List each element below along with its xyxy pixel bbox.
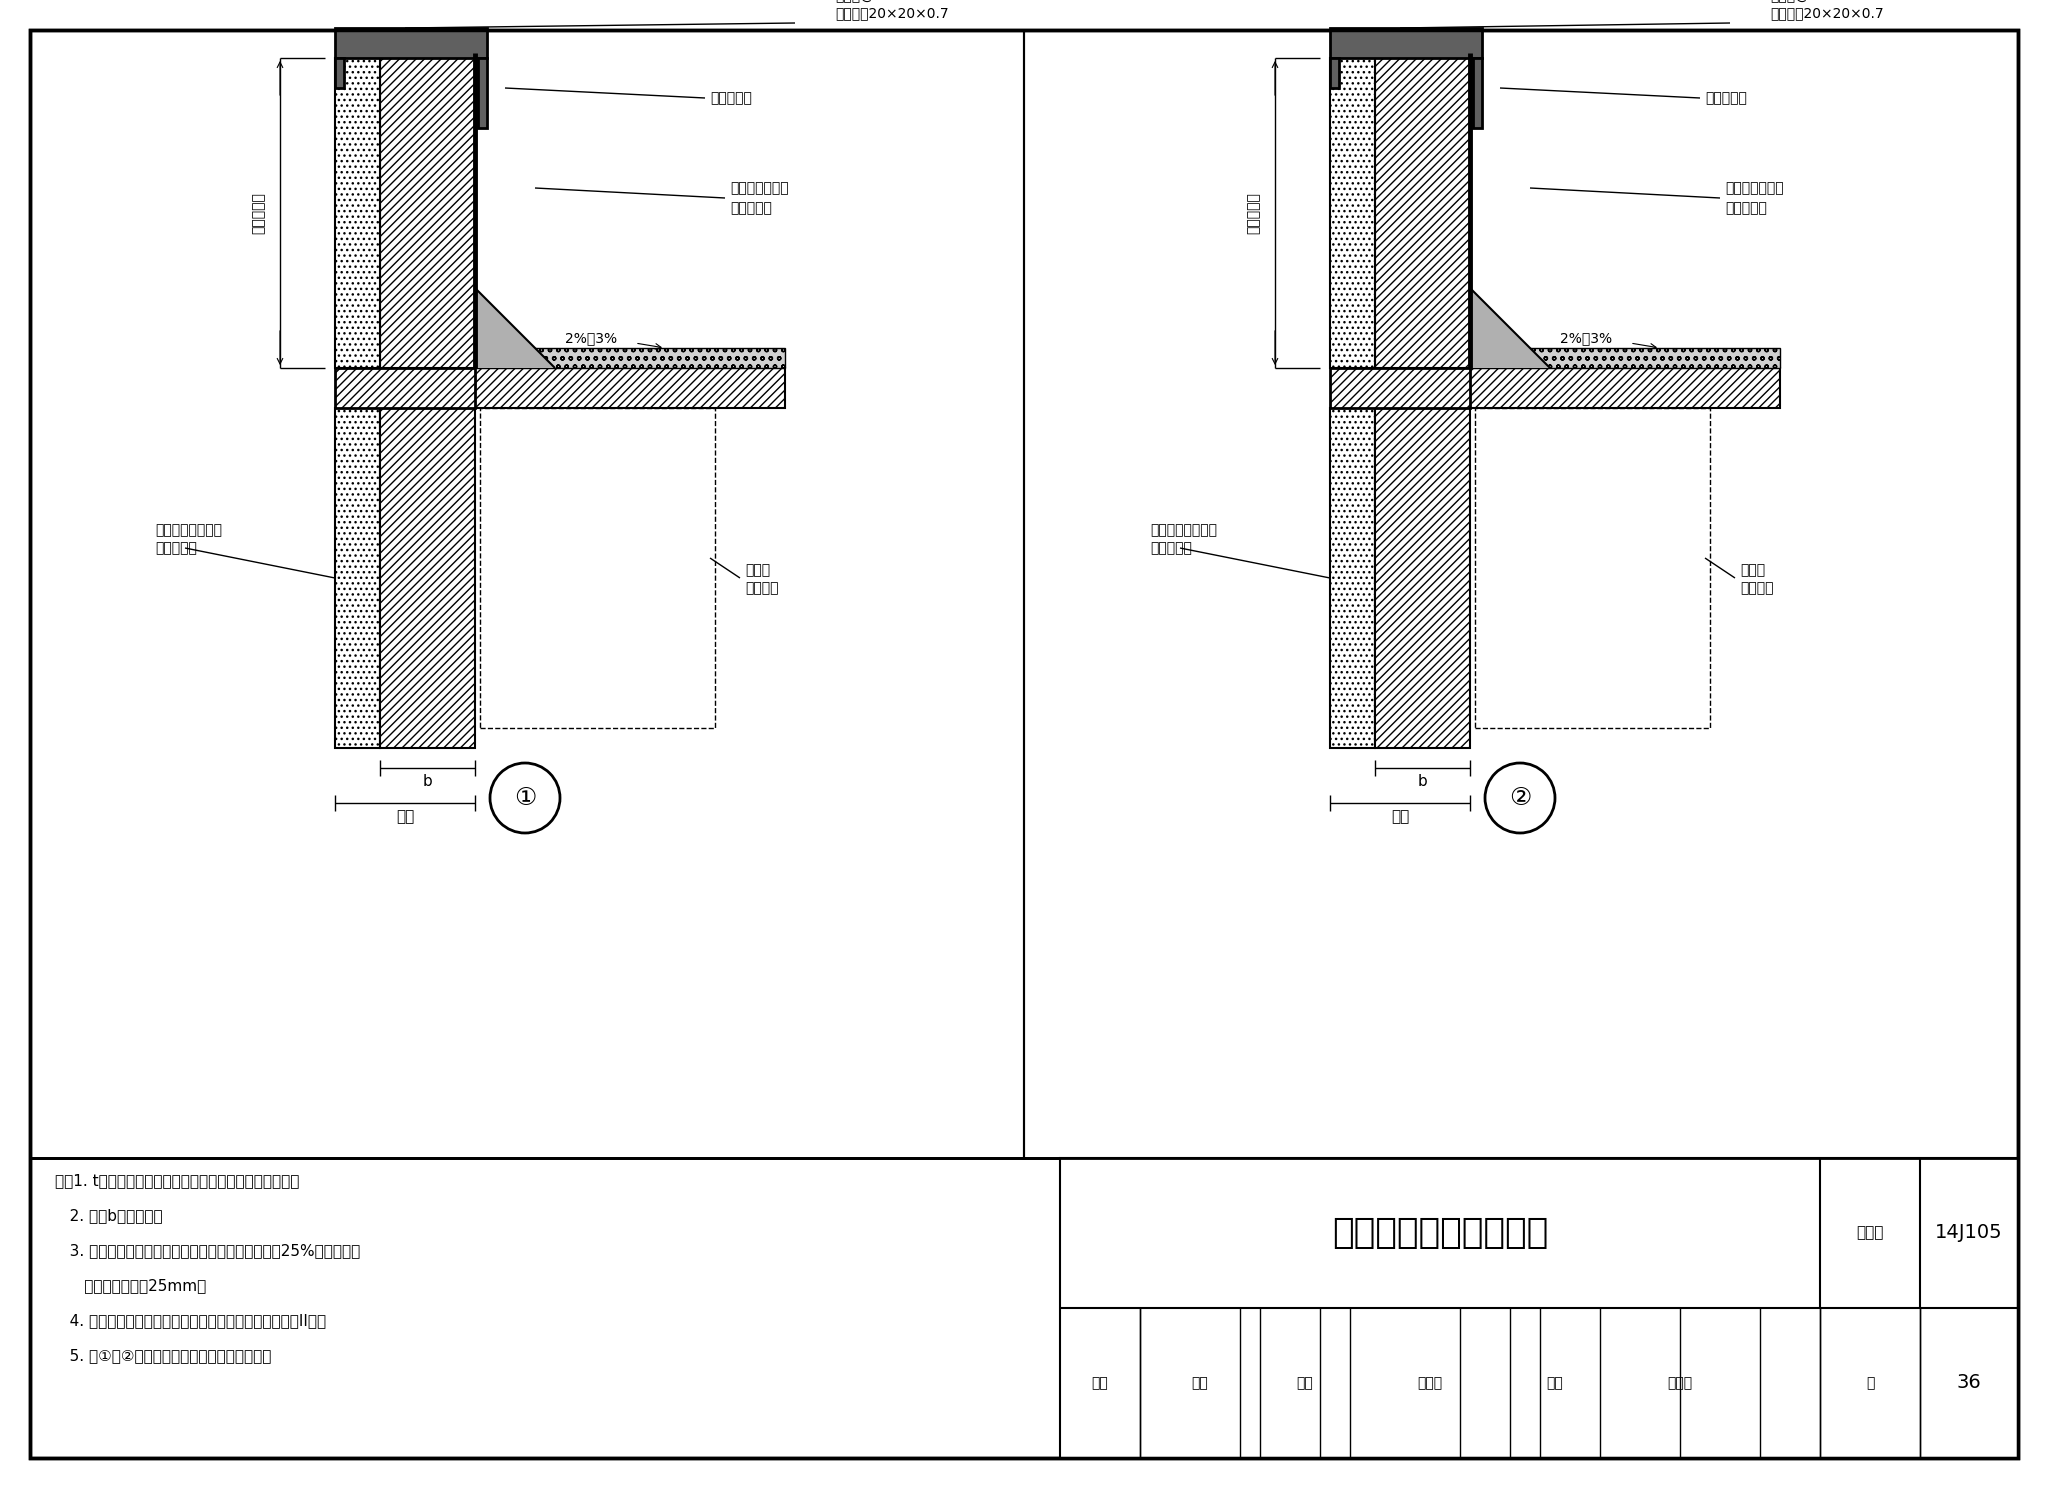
Text: 页: 页 [1866, 1376, 1874, 1390]
Text: 金建明: 金建明 [1417, 1376, 1442, 1390]
Bar [477, 58, 487, 128]
Bar [336, 408, 381, 748]
Text: 水泥钉@500: 水泥钉@500 [836, 0, 901, 1]
Text: 水泥钉@500: 水泥钉@500 [1769, 0, 1835, 1]
Bar [336, 368, 475, 408]
Bar [1374, 58, 1470, 368]
Bar [336, 58, 344, 88]
Text: 注：1. t为保温层厚度，可参考本图集集热工性能表选用。: 注：1. t为保温层厚度，可参考本图集集热工性能表选用。 [55, 1173, 299, 1187]
Text: 2%～3%: 2%～3% [565, 330, 616, 345]
Bar [1329, 58, 1374, 368]
Text: 密封胶封严: 密封胶封严 [1706, 91, 1747, 106]
Text: b: b [422, 774, 432, 790]
Text: 按工程设计: 按工程设计 [1151, 542, 1192, 555]
Text: ②: ② [1509, 786, 1532, 809]
Text: b: b [1417, 774, 1427, 790]
Text: 按工程设计: 按工程设计 [252, 192, 264, 234]
Bar [1329, 408, 1374, 748]
Text: 2. 图中b为半墙厚。: 2. 图中b为半墙厚。 [55, 1208, 162, 1223]
Text: （半包）: （半包） [745, 580, 778, 595]
Text: 自保温墙体女儿墙构造: 自保温墙体女儿墙构造 [1331, 1216, 1548, 1250]
Text: 镀锌垫片20×20×0.7: 镀锌垫片20×20×0.7 [1769, 6, 1884, 19]
Text: 镀锌垫片20×20×0.7: 镀锌垫片20×20×0.7 [836, 6, 948, 19]
Text: 框架柱: 框架柱 [745, 562, 770, 577]
Text: 墙厚: 墙厚 [1391, 809, 1409, 824]
Text: 设计: 设计 [1546, 1376, 1563, 1390]
Bar [336, 28, 487, 58]
Text: 按工程设计: 按工程设计 [156, 542, 197, 555]
Bar [381, 58, 475, 368]
Bar [1329, 368, 1470, 408]
Text: 图集号: 图集号 [1855, 1226, 1884, 1241]
Bar [475, 348, 784, 368]
Text: 葛壁: 葛壁 [1192, 1376, 1208, 1390]
Bar [336, 58, 381, 368]
Polygon shape [1470, 289, 1550, 368]
Text: 框架柱: 框架柱 [1741, 562, 1765, 577]
Bar [1329, 28, 1483, 58]
Text: 按工程设计: 按工程设计 [1724, 201, 1767, 214]
Text: 校对: 校对 [1296, 1376, 1313, 1390]
Text: ①: ① [514, 786, 537, 809]
Bar [1061, 1158, 2017, 1458]
Text: 屋面保温、防水: 屋面保温、防水 [729, 182, 788, 195]
Text: 墙厚: 墙厚 [395, 809, 414, 824]
Bar [1473, 58, 1483, 128]
Bar [1470, 348, 1780, 368]
Bar [1475, 408, 1710, 728]
Text: 审核: 审核 [1092, 1376, 1108, 1390]
Text: 按工程设计: 按工程设计 [1245, 192, 1260, 234]
Bar [475, 368, 784, 408]
Bar [1470, 368, 1780, 408]
Text: 按工程设计: 按工程设计 [729, 201, 772, 214]
Text: 屋面保温、防水: 屋面保温、防水 [1724, 182, 1784, 195]
Text: 36: 36 [1956, 1373, 1980, 1393]
Text: 5. 图①、②适用于热桥部位验算满足的情况。: 5. 图①、②适用于热桥部位验算满足的情况。 [55, 1348, 272, 1363]
Bar [381, 408, 475, 748]
Text: 防水与外饰面做法: 防水与外饰面做法 [1151, 522, 1217, 537]
Text: 14J105: 14J105 [1935, 1223, 2003, 1242]
Bar [1374, 408, 1470, 748]
Text: （半包）: （半包） [1741, 580, 1774, 595]
Polygon shape [475, 289, 555, 368]
Text: 4. 夏热冬冷地区、夏热冬暖地区，推荐采用页岩空心砖II型。: 4. 夏热冬冷地区、夏热冬暖地区，推荐采用页岩空心砖II型。 [55, 1312, 326, 1327]
Bar [479, 408, 715, 728]
Text: 小厚度不得小于25mm。: 小厚度不得小于25mm。 [55, 1278, 207, 1293]
Bar [1329, 58, 1339, 88]
Text: 3. 倒置式屋面保温层的设计厚度应按计算厚度增加25%取值，且最: 3. 倒置式屋面保温层的设计厚度应按计算厚度增加25%取值，且最 [55, 1242, 360, 1257]
Text: 防水与外饰面做法: 防水与外饰面做法 [156, 522, 221, 537]
Text: 密封胶封严: 密封胶封严 [711, 91, 752, 106]
Text: 李文鹃: 李文鹃 [1667, 1376, 1692, 1390]
Text: 2%～3%: 2%～3% [1561, 330, 1612, 345]
